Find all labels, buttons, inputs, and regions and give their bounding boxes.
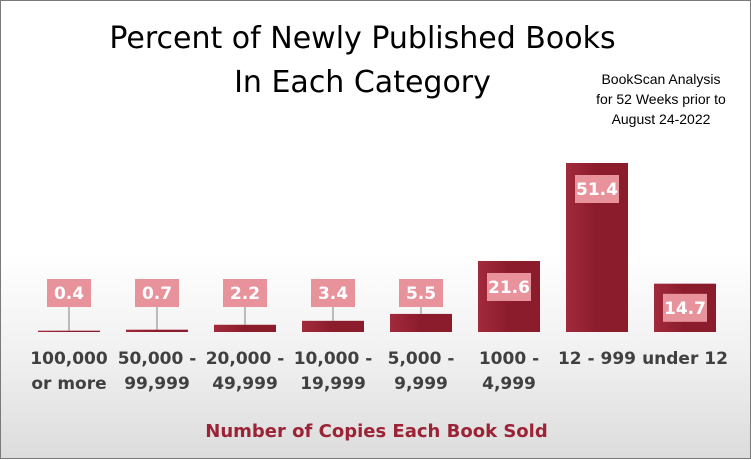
value-label-7: 14.7 [664,299,706,319]
category-label-5-line-1: 1000 - [479,349,539,369]
category-label-3-line-2: 19,999 [300,374,366,394]
category-label-2-line-2: 49,999 [212,374,278,394]
category-label-2-line-1: 20,000 - [206,349,285,369]
value-label-0: 0.4 [54,284,84,304]
category-label-4-line-2: 9,999 [394,374,448,394]
category-label-1-line-2: 99,999 [124,374,190,394]
value-label-box-0 [47,279,91,307]
value-label-1: 0.7 [142,284,172,304]
value-label-6: 51.4 [576,180,618,200]
x-axis-title: Number of Copies Each Book Sold [205,421,548,442]
value-label-box-7 [663,293,707,322]
value-label-box-6 [575,175,619,203]
annotation-line-1: BookScan Analysis [601,71,721,87]
category-label-3-line-1: 10,000 - [294,349,373,369]
value-label-4: 5.5 [406,284,436,304]
value-label-box-4 [399,279,443,307]
category-label-5-line-2: 4,999 [482,374,536,394]
bar-3 [302,320,364,332]
chart-title-line-2: In Each Category [234,65,491,100]
value-label-box-5 [487,272,531,301]
value-label-box-3 [311,279,355,307]
bar-0 [38,330,100,332]
bar-1 [126,329,188,332]
category-label-1-line-1: 50,000 - [118,349,197,369]
value-label-box-2 [223,279,267,307]
annotation-line-3: August 24-2022 [611,111,711,127]
value-label-box-1 [135,279,179,307]
chart-title-line-1: Percent of Newly Published Books [109,21,616,56]
category-label-7-line-1: under 12 [642,349,728,369]
value-label-3: 3.4 [318,284,348,304]
bar-4 [390,313,452,332]
value-label-2: 2.2 [230,284,260,304]
category-label-0-line-1: 100,000 [30,349,108,369]
category-label-6-line-1: 12 - 999 [558,349,636,369]
annotation-line-2: for 52 Weeks prior to [596,91,726,107]
value-label-5: 21.6 [488,278,530,298]
category-label-4-line-1: 5,000 - [388,349,455,369]
category-label-0-line-2: or more [31,374,106,394]
bar-2 [214,324,276,332]
